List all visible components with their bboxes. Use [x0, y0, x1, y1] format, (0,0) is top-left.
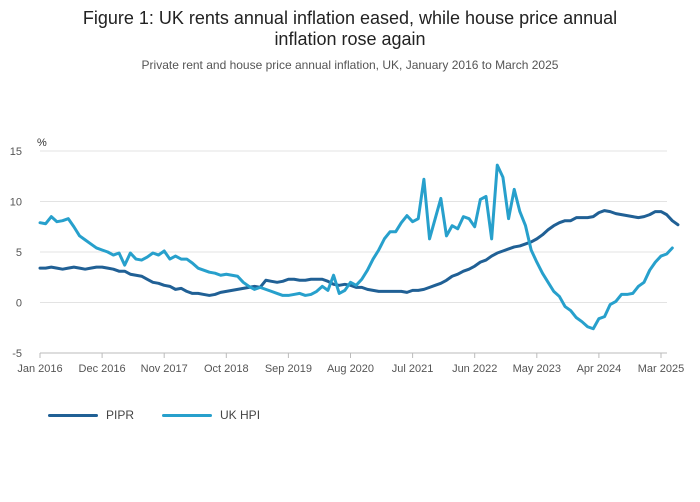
- x-tick-label: Oct 2018: [204, 363, 249, 375]
- y-tick-label: 5: [16, 247, 22, 259]
- x-tick-label: Aug 2020: [327, 363, 374, 375]
- x-tick-label: Dec 2016: [79, 363, 126, 375]
- x-tick-label: Apr 2024: [577, 363, 622, 375]
- legend-swatch-uk-hpi: [162, 413, 213, 417]
- legend: PIPR UK HPI: [48, 408, 260, 422]
- x-tick-label: Jan 2016: [17, 363, 62, 375]
- series-lines: [38, 163, 680, 331]
- x-tick-label: May 2023: [513, 363, 561, 375]
- legend-swatch-pipr: [48, 413, 98, 417]
- legend-label-pipr: PIPR: [106, 408, 135, 422]
- legend-label-uk-hpi: UK HPI: [220, 408, 261, 422]
- x-tick-label: Jun 2022: [452, 363, 497, 375]
- legend-item-pipr[interactable]: PIPR: [48, 408, 134, 422]
- y-tick-label: -5: [12, 348, 22, 360]
- x-axis-ticks: Jan 2016 Dec 2016 Nov 2017 Oct 2018 Sep 2019…: [17, 353, 684, 375]
- chart-subtitle: Private rent and house price annual infl…: [141, 58, 559, 72]
- legend-item-uk-hpi[interactable]: UK HPI: [162, 408, 260, 422]
- x-tick-label: Nov 2017: [141, 363, 188, 375]
- x-tick-label: Sep 2019: [265, 363, 312, 375]
- y-axis-ticks: 15 10 5 0 -5: [10, 146, 22, 360]
- x-tick-label: Jul 2021: [392, 363, 434, 375]
- y-tick-label: 0: [16, 298, 22, 310]
- y-axis-unit-label: %: [37, 137, 47, 149]
- chart-title-line-1: Figure 1: UK rents annual inflation ease…: [82, 8, 618, 28]
- y-tick-label: 10: [10, 197, 22, 209]
- y-gridlines: [40, 150, 667, 354]
- series-line-uk-hpi[interactable]: [38, 163, 674, 331]
- series-line-pipr[interactable]: [38, 209, 680, 297]
- x-tick-label: Mar 2025: [638, 363, 684, 375]
- chart-title: Figure 1: UK rents annual inflation ease…: [0, 8, 700, 50]
- y-tick-label: 15: [10, 146, 22, 158]
- chart-title-line-2: inflation rose again: [274, 29, 426, 49]
